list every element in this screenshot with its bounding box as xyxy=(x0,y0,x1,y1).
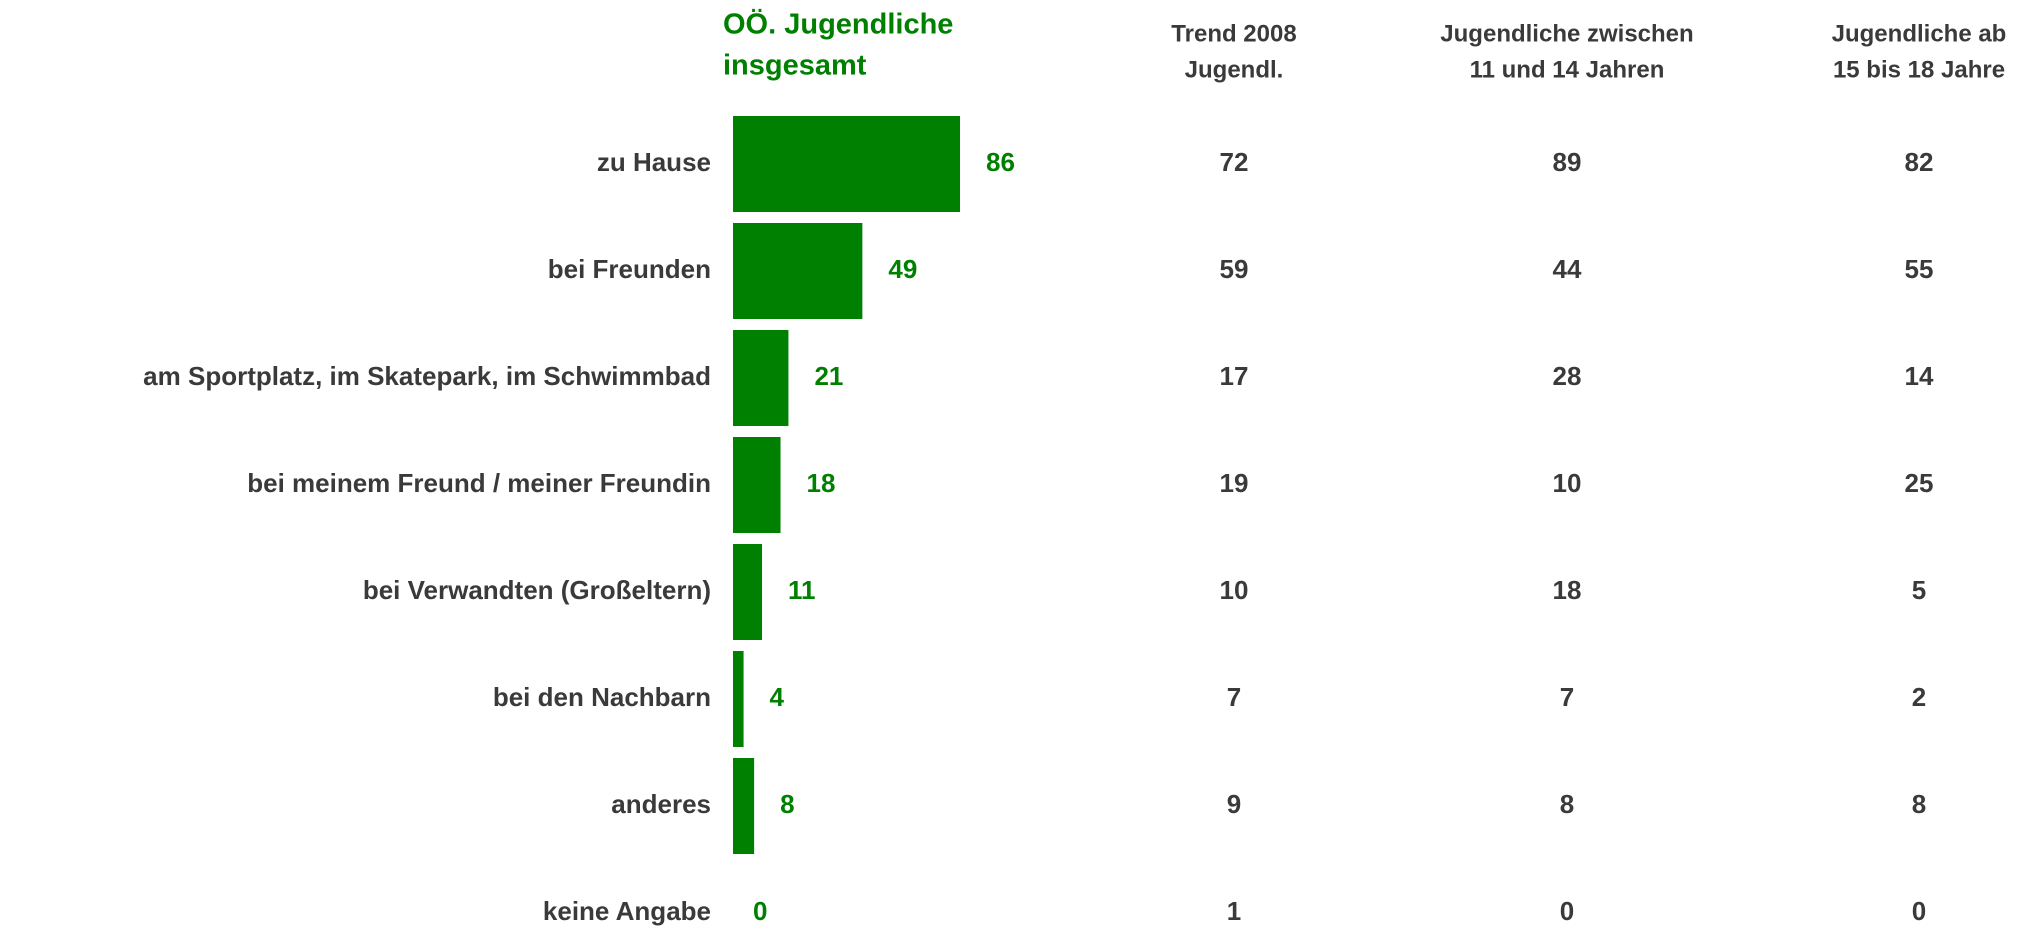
table-value: 19 xyxy=(1220,468,1249,498)
bar xyxy=(733,758,755,854)
table-value: 10 xyxy=(1553,468,1582,498)
category-label: anderes xyxy=(611,789,711,819)
column-header: Jugendliche zwischen xyxy=(1440,20,1693,47)
value-label: 4 xyxy=(770,682,785,712)
column-header: 11 und 14 Jahren xyxy=(1470,56,1665,83)
value-label: 0 xyxy=(753,896,767,926)
table-value: 28 xyxy=(1553,361,1582,391)
bar xyxy=(733,544,763,640)
table-value: 0 xyxy=(1912,896,1926,926)
bar xyxy=(733,330,789,426)
bar xyxy=(733,651,744,747)
series-header: OÖ. Jugendliche xyxy=(723,8,953,41)
column-header: Trend 2008 xyxy=(1171,20,1296,47)
table-value: 14 xyxy=(1905,361,1934,391)
table-value: 2 xyxy=(1912,682,1926,712)
bar xyxy=(733,116,961,212)
table-value: 82 xyxy=(1905,147,1934,177)
value-label: 49 xyxy=(888,254,917,284)
value-label: 18 xyxy=(807,468,836,498)
table-value: 5 xyxy=(1912,575,1926,605)
table-value: 0 xyxy=(1560,896,1574,926)
table-value: 89 xyxy=(1553,147,1582,177)
table-value: 7 xyxy=(1560,682,1574,712)
table-value: 7 xyxy=(1227,682,1241,712)
value-label: 86 xyxy=(986,147,1015,177)
table-value: 17 xyxy=(1220,361,1249,391)
column-header: 15 bis 18 Jahre xyxy=(1833,56,2005,83)
category-label: bei den Nachbarn xyxy=(493,682,711,712)
table-value: 72 xyxy=(1220,147,1249,177)
value-label: 11 xyxy=(788,575,816,605)
category-label: keine Angabe xyxy=(543,896,711,926)
bar xyxy=(733,437,781,533)
table-value: 8 xyxy=(1912,789,1926,819)
category-label: zu Hause xyxy=(597,147,711,177)
table-value: 25 xyxy=(1905,468,1934,498)
table-value: 59 xyxy=(1220,254,1249,284)
value-label: 8 xyxy=(780,789,794,819)
value-label: 21 xyxy=(814,361,843,391)
category-label: bei Verwandten (Großeltern) xyxy=(363,575,711,605)
series-header: insgesamt xyxy=(723,50,867,82)
table-value: 18 xyxy=(1553,575,1582,605)
category-label: bei Freunden xyxy=(548,254,711,284)
table-value: 55 xyxy=(1905,254,1934,284)
table-value: 10 xyxy=(1220,575,1249,605)
column-header: Jugendliche ab xyxy=(1832,20,2007,47)
table-value: 8 xyxy=(1560,789,1574,819)
category-label: bei meinem Freund / meiner Freundin xyxy=(247,468,711,498)
table-value: 44 xyxy=(1553,254,1582,284)
table-value: 9 xyxy=(1227,789,1241,819)
column-header: Jugendl. xyxy=(1185,56,1284,83)
bar xyxy=(733,223,863,319)
table-value: 1 xyxy=(1227,896,1241,926)
category-label: am Sportplatz, im Skatepark, im Schwimmb… xyxy=(143,361,711,391)
